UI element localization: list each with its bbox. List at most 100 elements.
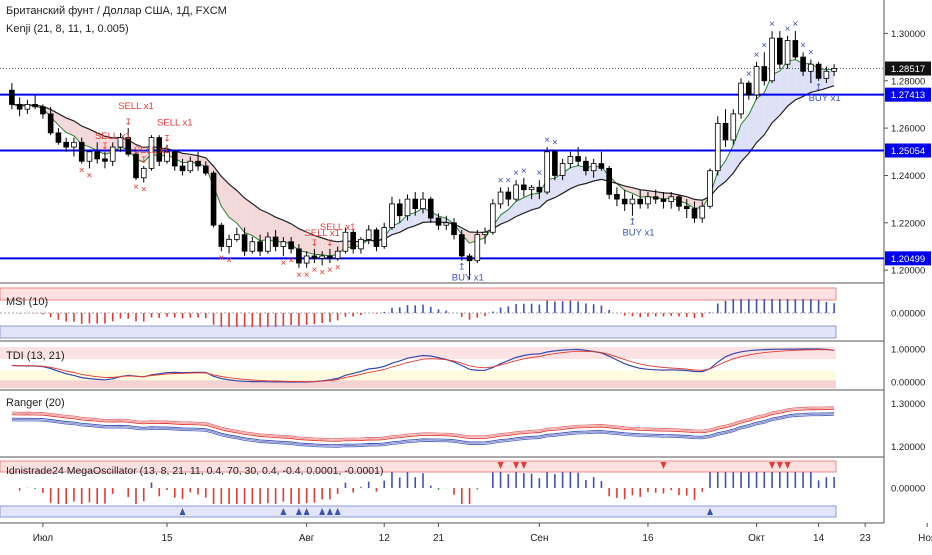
- y-tick-label: 1.22000: [891, 218, 925, 229]
- high-cross-marker: ×: [808, 47, 814, 58]
- candle: [621, 198, 628, 205]
- candle: [9, 89, 15, 105]
- candle: [482, 231, 488, 236]
- candle: [156, 137, 163, 162]
- high-cross-marker: ×: [552, 137, 558, 148]
- x-tick-label: Окт: [748, 533, 765, 544]
- kenji-cloud-segment: [764, 74, 773, 135]
- y-tick-label: 1.24000: [891, 171, 925, 182]
- candle: [234, 234, 240, 240]
- kenji-cloud-segment: [500, 209, 509, 225]
- low-cross-marker: ×: [288, 256, 294, 267]
- x-tick-label: 14: [813, 533, 825, 544]
- low-cross-marker: ×: [327, 265, 333, 276]
- symbol-title[interactable]: Британский фунт / Доллар США, 1Д, FXCM: [6, 5, 227, 17]
- candle: [71, 141, 77, 148]
- low-cross-marker: ×: [79, 166, 85, 177]
- mega-buy-triangle: [303, 508, 310, 515]
- low-cross-marker: ×: [304, 270, 310, 281]
- candle: [497, 191, 504, 205]
- high-cross-marker: ×: [792, 19, 798, 30]
- kenji-cloud-segment: [523, 194, 532, 214]
- candle: [404, 198, 411, 217]
- candle: [241, 234, 248, 252]
- low-cross-marker: ×: [311, 265, 317, 276]
- megaoscillator-label[interactable]: Idnistrade24 MegaOscillator (13, 8, 21, …: [6, 465, 384, 477]
- candle: [536, 186, 543, 193]
- kenji-cloud-segment: [725, 145, 734, 182]
- tdi-label[interactable]: TDI (13, 21): [6, 350, 65, 362]
- kenji-cloud-segment: [779, 60, 788, 116]
- kenji-cloud-segment: [554, 173, 563, 198]
- candle: [474, 234, 481, 262]
- sell-signal-label: SELL x1: [320, 222, 356, 233]
- candle: [660, 198, 667, 202]
- main-indicator-label[interactable]: Kenji (21, 8, 11, 1, 0.005): [6, 23, 129, 35]
- sell-arrow: ↧: [311, 238, 319, 248]
- mega-buy-triangle: [334, 508, 341, 515]
- sell-signal-label: SELL x1: [134, 145, 170, 156]
- candle: [171, 151, 178, 167]
- kenji-cloud-segment: [66, 117, 74, 136]
- candle: [373, 229, 380, 247]
- buy-signal-label: BUY x1: [452, 273, 484, 284]
- candle: [559, 163, 566, 176]
- candle: [16, 104, 23, 110]
- candle: [513, 184, 519, 200]
- y-tick-label: 1.20000: [891, 266, 925, 277]
- kenji-cloud-segment: [50, 109, 59, 126]
- candle: [683, 205, 690, 210]
- candle: [606, 167, 612, 195]
- kenji-cloud-segment: [322, 237, 330, 257]
- candle: [466, 255, 473, 262]
- candle: [412, 198, 419, 210]
- candle: [249, 241, 256, 252]
- msi-label[interactable]: MSI (10): [6, 296, 49, 308]
- msi-lower-zone: [0, 325, 837, 339]
- high-cross-marker: ×: [761, 40, 767, 51]
- mega-buy-triangle: [179, 508, 186, 515]
- price-level-badge: [885, 87, 931, 102]
- candle: [598, 163, 605, 169]
- kenji-cloud-segment: [306, 232, 315, 255]
- candle: [435, 217, 442, 226]
- tdi-y-tick: 1.00000: [891, 345, 925, 356]
- kenji-cloud-segment: [399, 214, 408, 233]
- candle: [490, 203, 496, 233]
- candle: [808, 63, 814, 72]
- current-price-badge: [885, 61, 931, 76]
- mega-sell-triangle: [520, 462, 527, 469]
- ranger-label[interactable]: Ranger (20): [6, 397, 65, 409]
- candle: [676, 196, 682, 207]
- high-cross-marker: ×: [498, 175, 504, 186]
- mega-buy-triangle: [707, 508, 714, 515]
- kenji-cloud-segment: [640, 189, 648, 197]
- kenji-cloud-segment: [73, 120, 82, 145]
- kenji-cloud-segment: [733, 124, 742, 174]
- candle: [528, 186, 535, 191]
- high-cross-marker: ×: [544, 135, 550, 146]
- kenji-cloud-segment: [461, 227, 470, 244]
- price-level-badge: [885, 143, 931, 158]
- current-price-label: 1.28517: [891, 64, 925, 75]
- price-level-label: 1.20499: [891, 254, 925, 265]
- high-cross-marker: ×: [536, 168, 542, 179]
- high-cross-marker: ×: [505, 175, 511, 186]
- candle: [133, 153, 139, 179]
- kenji-cloud-segment: [81, 125, 90, 147]
- candle: [47, 113, 54, 134]
- candle: [319, 255, 325, 259]
- mega-buy-triangle: [326, 508, 333, 515]
- y-tick-label: 1.28000: [891, 76, 925, 87]
- kenji-cloud-segment: [772, 71, 780, 123]
- mega-y-tick: 0.00000: [891, 484, 925, 495]
- low-cross-marker: ×: [319, 267, 325, 278]
- candle: [86, 151, 93, 162]
- low-cross-marker: ×: [218, 253, 224, 264]
- mega-sell-triangle: [497, 462, 504, 469]
- candle: [280, 241, 287, 247]
- candle: [823, 70, 830, 79]
- candle: [691, 208, 698, 219]
- sell-signal-label: SELL x1: [118, 101, 154, 112]
